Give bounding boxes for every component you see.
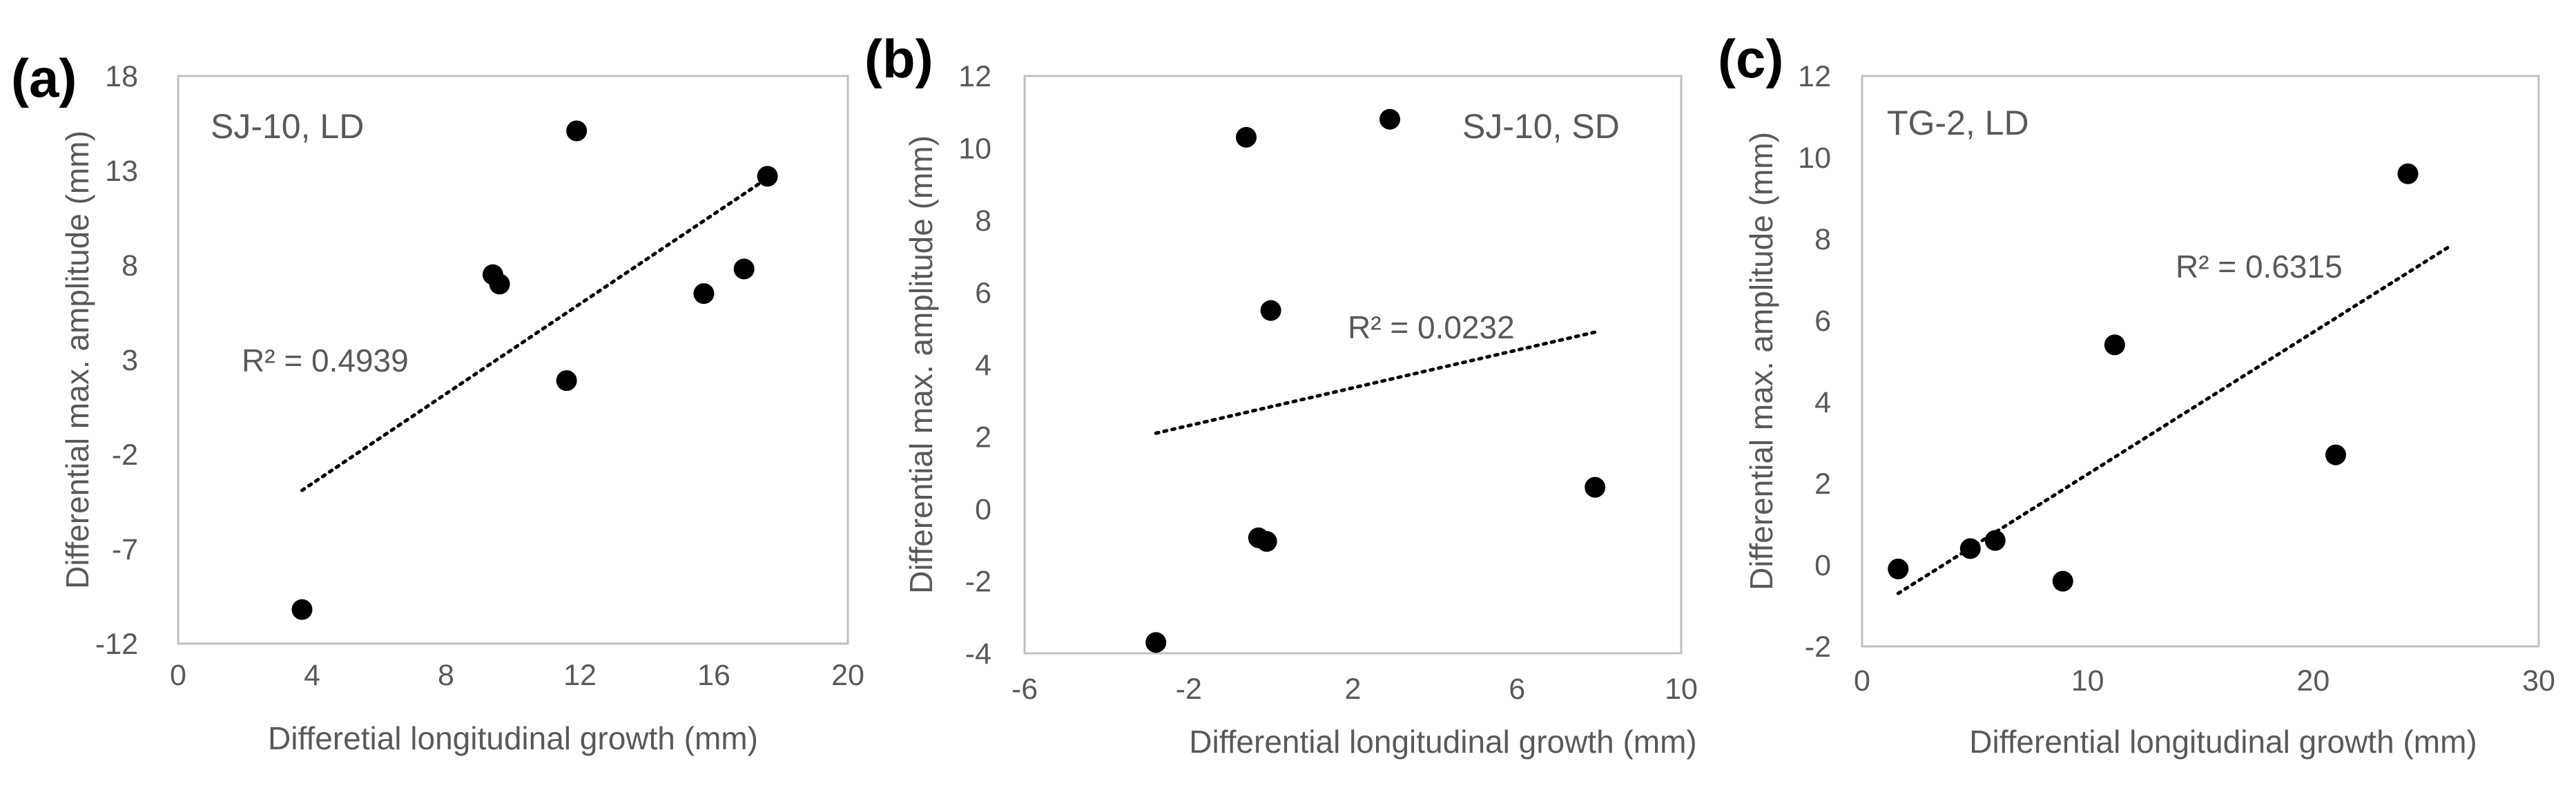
panel-a-y-tick-label: 18 xyxy=(105,60,138,93)
panel-b-y-tick-label: 2 xyxy=(975,421,991,454)
panel-a-x-ticks: 0 4 8 12 16 20 xyxy=(170,659,864,692)
panel-c-y-tick-label: 8 xyxy=(1814,223,1831,256)
panel-b-x-tick-label: -6 xyxy=(1011,673,1038,706)
panel-b-y-tick-label: 10 xyxy=(958,133,991,166)
panel-b-x-tick-label: 10 xyxy=(1665,673,1698,706)
panel-b-y-tick-label: 12 xyxy=(958,60,991,93)
panel-c-y-tick-label: 6 xyxy=(1814,305,1831,338)
panel-c-y-tick-label: 10 xyxy=(1798,142,1831,175)
panel-b-y-tick-label: -2 xyxy=(965,566,991,599)
panel-b-y-tick-label: 8 xyxy=(975,204,991,238)
panel-a-x-tick-label: 4 xyxy=(304,659,320,692)
panel-b-points xyxy=(1145,108,1606,653)
panel-a-x-axis-title: Differetial longitudinal growth (mm) xyxy=(268,720,758,756)
panel-a-r-squared: R² = 0.4939 xyxy=(242,343,409,378)
panel-a-trendline xyxy=(300,176,770,492)
data-point xyxy=(2397,163,2419,184)
panel-b-x-ticks: -6 -2 2 6 10 xyxy=(1011,673,1698,706)
data-point xyxy=(1585,476,1606,498)
panel-a-y-axis-title: Differential max. amplitude (mm) xyxy=(59,131,95,589)
panel-c-x-axis-title: Differential longitudinal growth (mm) xyxy=(1969,724,2477,760)
panel-c-x-tick-label: 20 xyxy=(2296,664,2330,697)
data-point xyxy=(2052,570,2073,592)
data-point xyxy=(2325,444,2346,465)
panel-a-y-ticks: -12 -7 -2 3 8 13 18 xyxy=(95,60,138,661)
panel-c-plot-frame xyxy=(1861,75,2540,648)
panel-b-annotation: SJ-10, SD xyxy=(1462,107,1620,146)
panel-c-y-tick-label: 12 xyxy=(1798,60,1831,93)
panel-c-r-squared: R² = 0.6315 xyxy=(2176,249,2343,285)
data-point xyxy=(1260,300,1281,321)
panel-a-y-tick-label: -12 xyxy=(95,628,138,661)
panel-c-x-tick-label: 10 xyxy=(2071,664,2104,697)
panel-a-y-tick-label: -2 xyxy=(112,439,138,472)
data-point xyxy=(2104,334,2125,356)
panel-c-y-tick-label: 0 xyxy=(1814,549,1831,582)
panel-c-annotation: TG-2, LD xyxy=(1887,104,2029,142)
data-point xyxy=(489,273,510,295)
panel-a-x-tick-label: 8 xyxy=(438,659,454,692)
data-point xyxy=(291,599,313,620)
panel-a-points xyxy=(291,120,778,620)
panel-b-y-tick-label: 6 xyxy=(975,277,991,310)
panel-c-label: (c) xyxy=(1718,28,1783,89)
panel-a-x-tick-label: 12 xyxy=(563,659,597,692)
panel-b-x-tick-label: -2 xyxy=(1176,673,1202,706)
panel-b-plot-frame xyxy=(1023,75,1683,655)
panel-c-y-ticks: -2 0 2 4 6 8 10 12 xyxy=(1798,60,1831,664)
data-point xyxy=(1379,108,1400,130)
data-point xyxy=(1145,632,1167,653)
panel-a-x-tick-label: 16 xyxy=(697,659,730,692)
panel-a-x-tick-label: 0 xyxy=(170,659,186,692)
panel-a-x-tick-label: 20 xyxy=(831,659,864,692)
panel-c-x-ticks: 0 10 20 30 xyxy=(1854,664,2555,697)
panel-b-x-tick-label: 6 xyxy=(1509,673,1525,706)
panel-a-y-tick-label: -7 xyxy=(112,533,138,566)
panel-a-y-tick-label: 8 xyxy=(122,249,138,282)
panel-c-x-tick-label: 30 xyxy=(2522,664,2555,697)
panel-b: (b) SJ-10, SD R² = 0.0232 Differential l… xyxy=(864,28,1698,760)
panel-c-y-tick-label: -2 xyxy=(1805,630,1831,664)
panel-a: (a) SJ-10, LD R² = 0.4939 Differetial lo… xyxy=(11,48,864,756)
panel-c-y-tick-label: 2 xyxy=(1814,468,1831,501)
data-point xyxy=(1984,530,2006,551)
panel-a-y-tick-label: 13 xyxy=(105,155,138,188)
data-point xyxy=(693,283,715,305)
data-point xyxy=(1959,538,1981,559)
panel-c-points xyxy=(1888,163,2419,592)
panel-c-x-tick-label: 0 xyxy=(1854,664,1870,697)
data-point xyxy=(566,120,588,142)
data-point xyxy=(1235,126,1257,148)
data-point xyxy=(757,166,778,187)
panel-a-annotation: SJ-10, LD xyxy=(211,107,364,146)
panel-c-y-tick-label: 4 xyxy=(1814,386,1831,419)
panel-a-y-tick-label: 3 xyxy=(122,344,138,377)
data-point xyxy=(1256,531,1277,552)
panel-c-y-axis-title: Differential max. amplitude (mm) xyxy=(1743,132,1779,590)
panel-b-x-axis-title: Differential longitudinal growth (mm) xyxy=(1189,724,1696,760)
panel-b-y-axis-title: Differential max. amplitude (mm) xyxy=(903,135,939,594)
panel-b-y-tick-label: 0 xyxy=(975,493,991,526)
panel-b-y-tick-label: -4 xyxy=(965,637,991,671)
panel-b-trendline xyxy=(1154,330,1597,435)
panel-a-label: (a) xyxy=(11,48,77,108)
data-point xyxy=(733,258,755,280)
panel-b-y-ticks: -4 -2 0 2 4 6 8 10 12 xyxy=(958,60,991,671)
panel-b-y-tick-label: 4 xyxy=(975,349,991,382)
panel-b-label: (b) xyxy=(864,28,933,89)
panel-b-r-squared: R² = 0.0232 xyxy=(1348,309,1515,345)
data-point xyxy=(556,370,577,392)
panel-c: (c) TG-2, LD R² = 0.6315 Differential lo… xyxy=(1718,28,2555,760)
data-point xyxy=(1888,558,1909,579)
panel-a-plot-frame xyxy=(177,75,849,645)
panel-b-x-tick-label: 2 xyxy=(1345,673,1362,706)
